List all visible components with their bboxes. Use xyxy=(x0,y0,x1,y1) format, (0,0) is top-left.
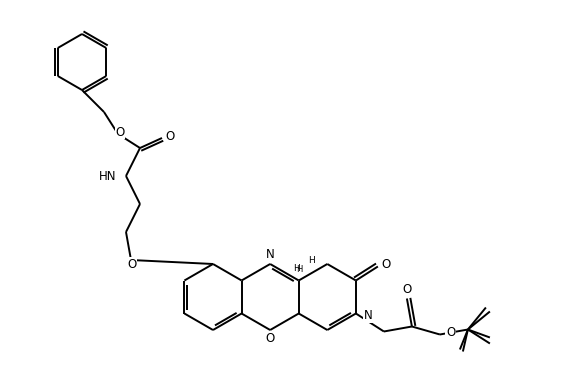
Text: H: H xyxy=(297,265,303,274)
Text: O: O xyxy=(402,283,411,296)
Text: N: N xyxy=(266,249,274,261)
Text: HN: HN xyxy=(98,169,116,183)
Text: O: O xyxy=(381,258,391,271)
Text: H: H xyxy=(293,264,300,273)
Text: O: O xyxy=(128,258,137,270)
Text: H: H xyxy=(307,256,314,265)
Text: O: O xyxy=(265,332,275,345)
Text: N: N xyxy=(364,309,373,322)
Text: O: O xyxy=(115,125,125,138)
Text: O: O xyxy=(165,129,175,143)
Text: O: O xyxy=(446,326,455,339)
